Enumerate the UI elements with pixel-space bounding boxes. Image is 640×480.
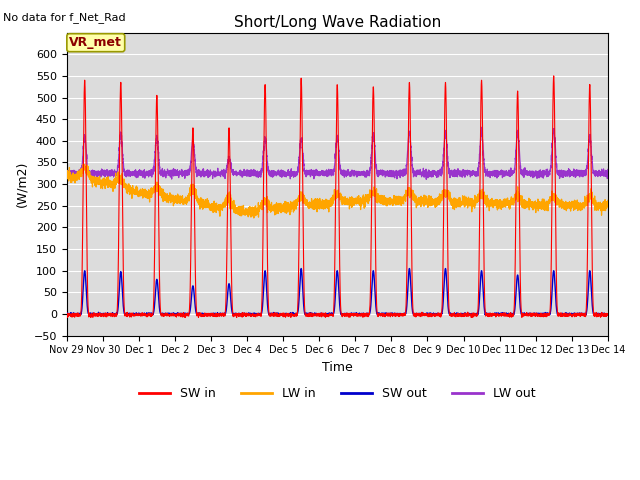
X-axis label: Time: Time xyxy=(322,361,353,374)
Text: No data for f_Net_Rad: No data for f_Net_Rad xyxy=(3,12,126,23)
Title: Short/Long Wave Radiation: Short/Long Wave Radiation xyxy=(234,15,441,30)
Text: VR_met: VR_met xyxy=(69,36,122,49)
Legend: SW in, LW in, SW out, LW out: SW in, LW in, SW out, LW out xyxy=(134,382,541,405)
Y-axis label: (W/m2): (W/m2) xyxy=(15,161,28,207)
